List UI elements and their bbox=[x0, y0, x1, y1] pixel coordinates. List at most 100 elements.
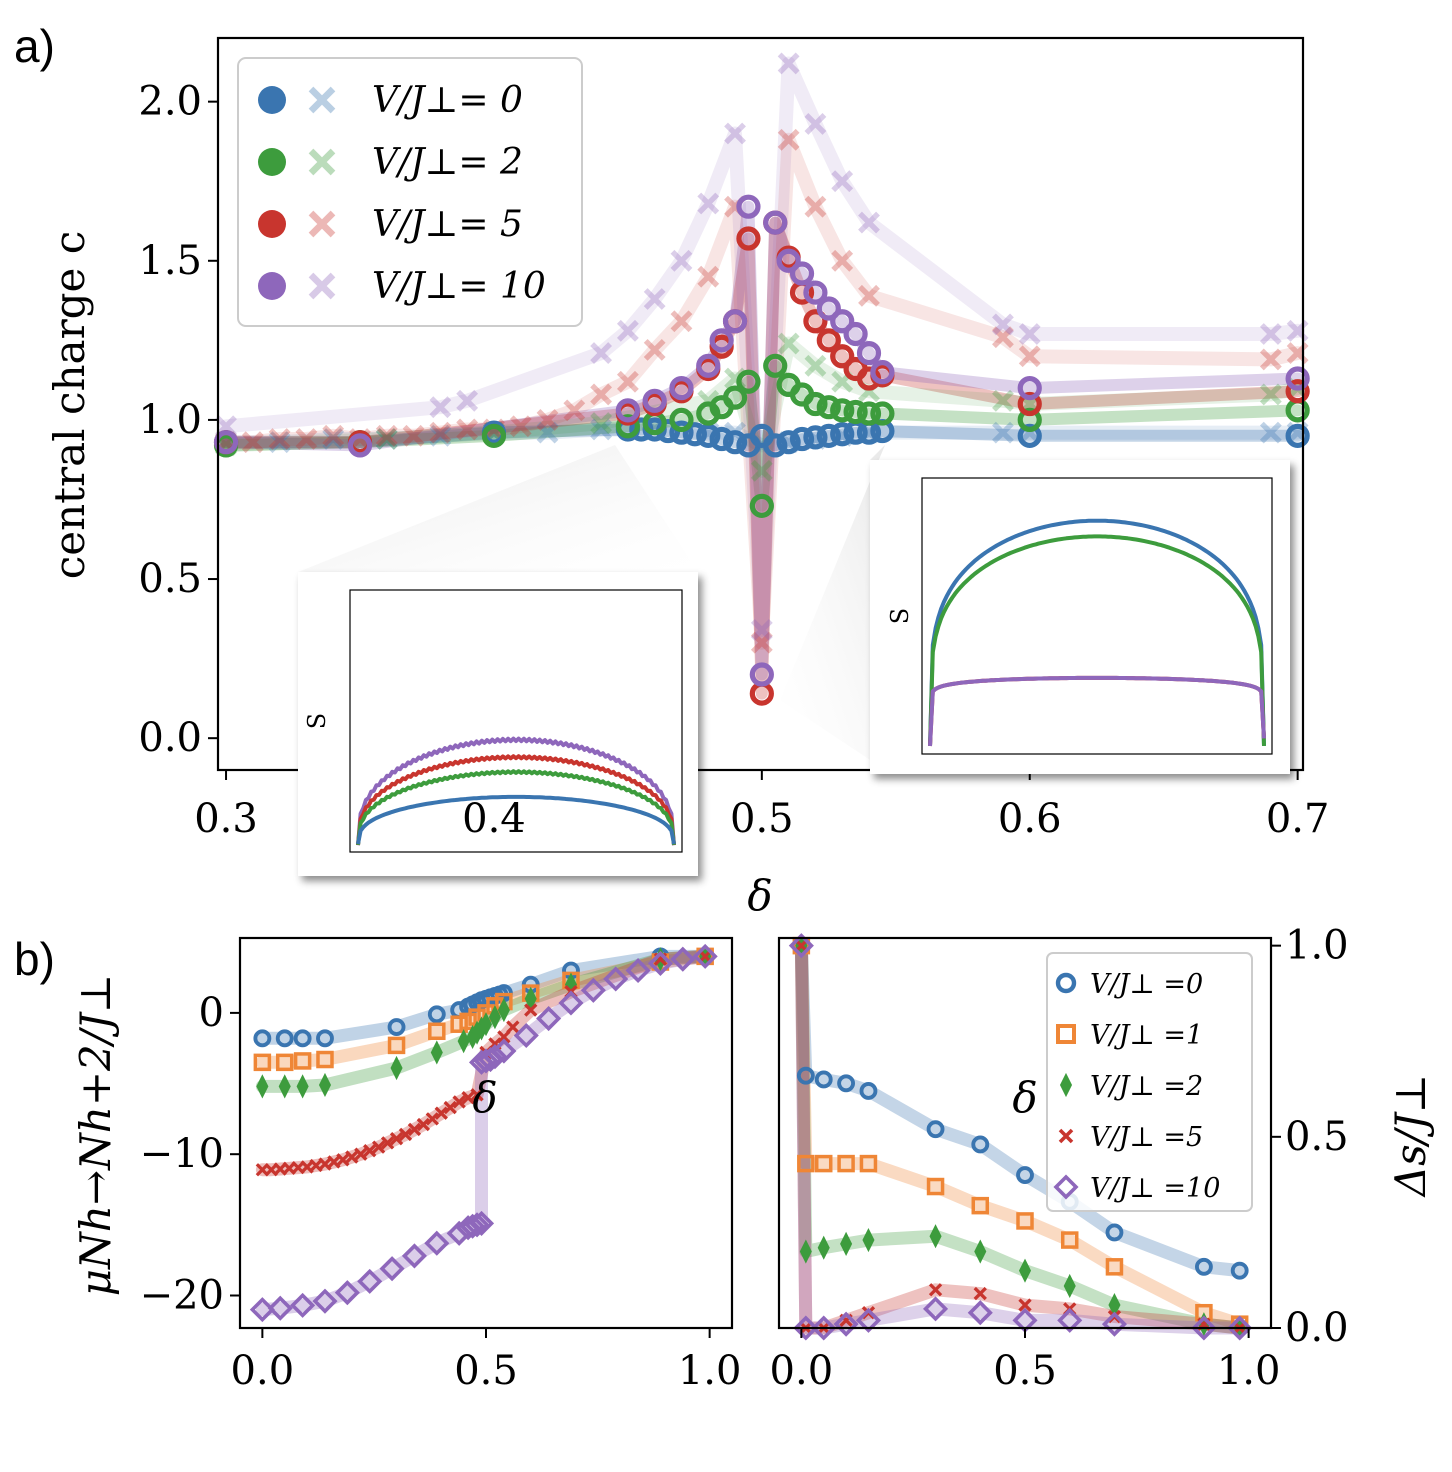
data-point-ring-purple bbox=[789, 261, 815, 286]
data-point-red bbox=[470, 1088, 484, 1102]
x-tick-label: 0.3 bbox=[194, 796, 258, 842]
data-point-purple bbox=[855, 1307, 882, 1333]
data-point-red bbox=[345, 1150, 359, 1164]
panel-label-a: a) bbox=[14, 20, 55, 72]
data-point-purple bbox=[811, 1315, 837, 1341]
data-point-orange bbox=[450, 1015, 468, 1033]
data-point-cross-red bbox=[750, 631, 773, 654]
data-point-red bbox=[363, 1143, 377, 1158]
inset-left-frame bbox=[349, 589, 683, 853]
legend-cross-blue bbox=[308, 86, 336, 114]
x-tick-label: 0.4 bbox=[462, 796, 526, 842]
data-point-cross-green bbox=[777, 332, 800, 355]
legend-cross-green bbox=[308, 148, 336, 176]
data-point-cross-red bbox=[804, 195, 827, 218]
data-point-ring-purple bbox=[830, 309, 855, 334]
inset-curve-green bbox=[356, 769, 676, 846]
data-point-ring-blue bbox=[830, 422, 855, 447]
inset-curve-purple bbox=[928, 675, 1266, 747]
data-point-ring-blue bbox=[816, 423, 841, 448]
data-point-cross-red bbox=[992, 326, 1014, 349]
data-point-purple bbox=[357, 1268, 383, 1294]
data-point-orange bbox=[859, 1154, 878, 1173]
data-point-cross-blue bbox=[590, 418, 613, 441]
data-point-red bbox=[524, 1003, 538, 1017]
data-point-blue bbox=[1230, 1261, 1249, 1280]
legend-marker-orange bbox=[1056, 1024, 1076, 1044]
data-point-purple bbox=[312, 1288, 338, 1314]
data-point-orange bbox=[387, 1036, 406, 1055]
inset-left-zoom-shade bbox=[298, 445, 698, 572]
panel-a-frame bbox=[216, 36, 1305, 772]
data-point-purple bbox=[1191, 1315, 1217, 1341]
data-point-cross-purple bbox=[750, 619, 773, 641]
series-line-purple bbox=[255, 949, 712, 1317]
data-point-green bbox=[318, 1072, 332, 1098]
data-point-ring-red bbox=[830, 344, 855, 369]
data-point-cross-purple bbox=[697, 192, 720, 215]
data-point-ring-purple bbox=[736, 194, 761, 219]
data-point-ring-purple bbox=[1017, 375, 1042, 401]
legend-dot-blue bbox=[258, 86, 286, 114]
inset-left-ylabel: S bbox=[303, 713, 331, 729]
data-point-ring-green bbox=[830, 398, 855, 423]
legend-label: V/J⊥ =1 bbox=[1090, 1020, 1203, 1051]
data-point-ring-purple bbox=[709, 328, 734, 353]
data-point-cross-green bbox=[1259, 383, 1282, 406]
data-point-purple bbox=[536, 1005, 562, 1032]
data-point-ring-purple bbox=[776, 248, 801, 273]
data-point-cross-purple bbox=[831, 170, 854, 193]
data-point-green bbox=[479, 1012, 493, 1037]
legend-marker-green bbox=[1059, 1072, 1073, 1098]
data-point-green bbox=[862, 1227, 875, 1253]
data-point-ring-purple bbox=[1285, 366, 1310, 391]
data-point-red bbox=[497, 1030, 511, 1044]
data-point-orange bbox=[814, 1154, 833, 1173]
legend-dot-purple bbox=[258, 272, 286, 300]
x-tick-label: 0.0 bbox=[770, 1348, 834, 1394]
data-point-orange bbox=[971, 1196, 990, 1215]
data-point-orange bbox=[797, 1154, 815, 1173]
data-point-cross-purple bbox=[456, 389, 479, 412]
data-point-orange bbox=[1060, 1231, 1079, 1249]
data-point-purple bbox=[788, 933, 814, 959]
data-point-cross-red bbox=[322, 424, 345, 447]
data-point-red bbox=[380, 1136, 395, 1150]
data-point-purple bbox=[580, 977, 606, 1003]
legend-label: V/J⊥ =2 bbox=[1090, 1071, 1203, 1102]
legend-label: V/J⊥ =10 bbox=[1090, 1173, 1220, 1204]
data-point-ring-blue bbox=[709, 426, 734, 452]
data-point-ring-green bbox=[803, 391, 828, 417]
data-point-red bbox=[461, 1091, 475, 1105]
data-point-cross-red bbox=[858, 284, 880, 307]
series-line-orange bbox=[794, 939, 1247, 1331]
data-point-ring-green bbox=[816, 395, 841, 420]
data-point-cross-green bbox=[590, 412, 613, 435]
inset-curve-green bbox=[928, 534, 1266, 747]
data-point-ring-purple bbox=[696, 353, 721, 378]
data-point-ring-purple bbox=[803, 280, 828, 305]
data-point-ring-blue bbox=[669, 420, 694, 445]
data-point-purple bbox=[793, 1315, 819, 1341]
data-point-cross-red bbox=[268, 428, 291, 450]
data-point-cross-red bbox=[429, 421, 452, 444]
data-point-blue bbox=[971, 1135, 990, 1154]
data-point-purple bbox=[603, 966, 629, 992]
inset-right-zoom-shade bbox=[780, 445, 885, 760]
data-point-cross-red bbox=[295, 428, 318, 450]
data-point-cross-red bbox=[831, 249, 854, 272]
data-point-blue bbox=[1105, 1223, 1124, 1242]
series-line-blue-ring bbox=[220, 423, 1304, 452]
data-point-cross-blue bbox=[992, 421, 1014, 444]
panel-b-right-xlabel: δ bbox=[1012, 1073, 1037, 1122]
data-point-ring-green bbox=[481, 423, 507, 448]
data-point-red bbox=[354, 1147, 368, 1161]
legend-dot-green bbox=[258, 148, 286, 176]
data-point-purple bbox=[334, 1280, 360, 1306]
y-tick-label: 0 bbox=[199, 990, 224, 1036]
panel-label-b: b) bbox=[14, 933, 55, 985]
data-point-orange bbox=[253, 1053, 272, 1072]
panel-b-right-ylabel: Δs/J⊥ bbox=[1386, 1074, 1435, 1198]
data-point-ring-green bbox=[749, 493, 774, 518]
data-point-red bbox=[398, 1127, 413, 1142]
